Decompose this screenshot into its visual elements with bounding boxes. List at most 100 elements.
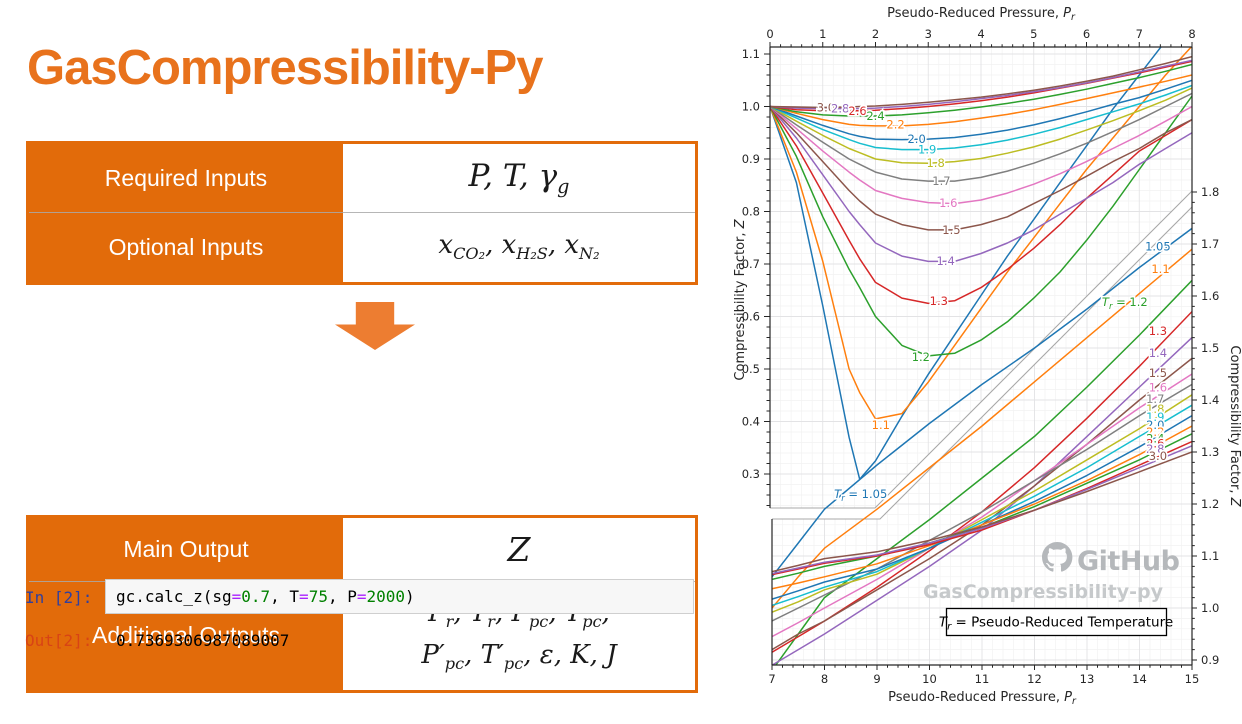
top-x-tick-label: 0 bbox=[766, 27, 773, 41]
curve-label: 2.4 bbox=[866, 109, 884, 123]
right-y-tick-label: 1.1 bbox=[1201, 549, 1219, 563]
notebook-out-prompt: Out[2]: bbox=[25, 631, 93, 650]
bottom-x-axis-title: Pseudo-Reduced Pressure, Pr bbox=[888, 690, 1077, 707]
curve-tr-1.9 bbox=[772, 404, 1192, 607]
curve-label: 2.6 bbox=[848, 104, 866, 118]
top-panel-curves bbox=[770, 47, 1192, 481]
curve-tr-1.8 bbox=[772, 394, 1192, 614]
top-x-tick-label: 7 bbox=[1136, 27, 1143, 41]
page-title: GasCompressibility-Py bbox=[27, 41, 543, 95]
additional-outputs-math-line2: P′pc, T′pc, ε, K, J bbox=[421, 640, 617, 674]
curve-label: 1.8 bbox=[926, 156, 944, 170]
bottom-panel-curves bbox=[772, 227, 1192, 665]
required-inputs-value: P, T, γg bbox=[343, 144, 695, 212]
curve-tr-1.6 bbox=[770, 105, 1192, 205]
curve-tr-3.0 bbox=[772, 451, 1192, 573]
required-inputs-math: P, T, γg bbox=[468, 157, 570, 199]
curve-tr-2.0 bbox=[770, 79, 1192, 141]
bottom-x-tick-label: 15 bbox=[1185, 672, 1200, 686]
main-output-math: Z bbox=[507, 530, 531, 569]
curve-label: 1.4 bbox=[1149, 346, 1167, 360]
code-token: gc.calc_z(sg bbox=[116, 587, 232, 606]
curve-label: 1.8 bbox=[1146, 402, 1164, 416]
curve-label: 1.3 bbox=[1149, 324, 1167, 338]
top-panel-curve-labels: 3.02.8 2.6 2.42.22.01.91.8 1.7 1.6 1.5 1.4 1.3 1… bbox=[815, 99, 962, 506]
curve-tr-1.8 bbox=[770, 87, 1192, 164]
curve-label: 1.6 bbox=[1149, 381, 1167, 395]
curve-label: 3.0 bbox=[1149, 449, 1167, 463]
axis-titles: Pseudo-Reduced Pressure, Pr Pseudo-Reduce… bbox=[733, 6, 1242, 707]
curve-tr-1.5 bbox=[770, 105, 1192, 231]
right-y-tick-label: 1.4 bbox=[1201, 393, 1219, 407]
right-y-tick-label: 1.6 bbox=[1201, 289, 1219, 303]
right-y-tick-label: 1.8 bbox=[1201, 185, 1219, 199]
standing-katz-chart-svg: 3.02.8 2.6 2.42.22.01.91.81.71.61.51.41.31… bbox=[733, 6, 1242, 707]
curve-tr-1.4 bbox=[770, 106, 1192, 263]
notebook-code-input[interactable]: gc.calc_z(sg=0.7, T=75, P=2000) bbox=[105, 579, 694, 614]
bottom-x-tick-label: 7 bbox=[768, 672, 775, 686]
code-token: = bbox=[356, 587, 367, 606]
curve-label: 1.4 bbox=[937, 254, 955, 268]
left-y-tick-label: 0.4 bbox=[742, 415, 760, 429]
code-token: , P bbox=[327, 587, 357, 606]
outputs-table: Main Output Z Additional Outputs Pr, Tr,… bbox=[26, 515, 698, 693]
left-y-tick-label: 0.8 bbox=[742, 205, 760, 219]
curve-label: 2.0 bbox=[1146, 418, 1164, 432]
left-y-axis-title: Compressibility Factor, Z bbox=[733, 218, 748, 380]
curve-tr-2.4 bbox=[770, 63, 1192, 117]
curve-label: 1.9 bbox=[918, 143, 936, 157]
github-watermark: GitHub GasCompressibility-py bbox=[923, 542, 1180, 603]
legend-text: Tr = Pseudo-Reduced Temperature bbox=[939, 615, 1173, 633]
curve-label: Tr = 1.2 bbox=[1102, 295, 1148, 312]
curve-tr-1.9 bbox=[770, 84, 1192, 151]
optional-inputs-value: xCO₂, xH₂S, xN₂ bbox=[343, 212, 695, 282]
top-x-tick-label: 1 bbox=[819, 27, 826, 41]
right-y-axis-title: Compressibility Factor, Z bbox=[1227, 345, 1242, 507]
required-inputs-label: Required Inputs bbox=[29, 144, 343, 212]
code-token: 0.7 bbox=[241, 587, 271, 606]
curve-label: 2.2 bbox=[886, 117, 904, 131]
right-y-tick-label: 1.3 bbox=[1201, 445, 1219, 459]
left-y-tick-label: 0.7 bbox=[742, 257, 760, 271]
curve-label: 2.6 bbox=[1146, 437, 1164, 451]
axes-ticks: 0 1 2 3 4 5 6 7 80.30.40.50.60.70.80.91.01.17 8 9 1… bbox=[742, 27, 1220, 686]
curve-label: 2.8 bbox=[1146, 442, 1164, 456]
curve-tr-1.05 bbox=[770, 47, 1162, 481]
left-y-tick-label: 1.1 bbox=[742, 47, 760, 61]
curve-tr-1.3 bbox=[770, 106, 1192, 305]
curve-tr-1.05 bbox=[772, 227, 1192, 579]
bottom-x-tick-label: 10 bbox=[922, 672, 937, 686]
notebook-in-prompt: In [2]: bbox=[25, 588, 93, 607]
curve-tr-2.8 bbox=[772, 445, 1192, 575]
curve-label: 2.4 bbox=[1146, 431, 1164, 445]
left-y-tick-label: 0.3 bbox=[742, 467, 760, 481]
curve-label: 3.0 bbox=[817, 101, 835, 115]
curve-tr-2.6 bbox=[772, 440, 1192, 576]
github-logo-icon bbox=[1042, 542, 1073, 572]
top-x-tick-label: 3 bbox=[925, 27, 932, 41]
code-token: ) bbox=[405, 587, 415, 606]
top-x-tick-label: 8 bbox=[1188, 27, 1195, 41]
bottom-panel-curve-labels: 1.051.1Tr = 1.21.31.41.51.61.71.81.92.02… bbox=[1100, 238, 1172, 465]
curve-tr-2.2 bbox=[770, 74, 1192, 127]
inputs-table: Required Inputs P, T, γg Optional Inputs… bbox=[26, 141, 698, 285]
bottom-x-tick-label: 8 bbox=[821, 672, 828, 686]
optional-inputs-math: xCO₂, xH₂S, xN₂ bbox=[438, 230, 600, 264]
curve-tr-1.7 bbox=[772, 383, 1192, 622]
curve-tr-3.0 bbox=[770, 55, 1192, 109]
curve-tr-1.1 bbox=[772, 248, 1192, 610]
bottom-x-tick-label: 13 bbox=[1080, 672, 1095, 686]
axis-break-line-upper bbox=[770, 190, 1193, 509]
curve-label: Tr = 1.05 bbox=[834, 487, 887, 504]
down-arrow-icon bbox=[335, 302, 415, 350]
axis-break-line-lower bbox=[772, 206, 1193, 520]
notebook-out-value: 0.7369306987089007 bbox=[116, 631, 290, 650]
curve-tr-1.2 bbox=[770, 95, 1192, 357]
left-y-tick-label: 0.5 bbox=[742, 362, 760, 376]
bottom-x-tick-label: 11 bbox=[975, 672, 990, 686]
curve-label: 1.7 bbox=[1146, 392, 1164, 406]
top-x-tick-label: 6 bbox=[1083, 27, 1090, 41]
right-y-tick-label: 1.0 bbox=[1201, 601, 1219, 615]
curve-label: 1.2 bbox=[912, 350, 930, 364]
compressibility-chart: 3.0 2.8 2.6 2.4 2.2 2.0 1.9 1.8 1.7 1.6 1.5 1.4 1.3 1… bbox=[700, 0, 1242, 719]
